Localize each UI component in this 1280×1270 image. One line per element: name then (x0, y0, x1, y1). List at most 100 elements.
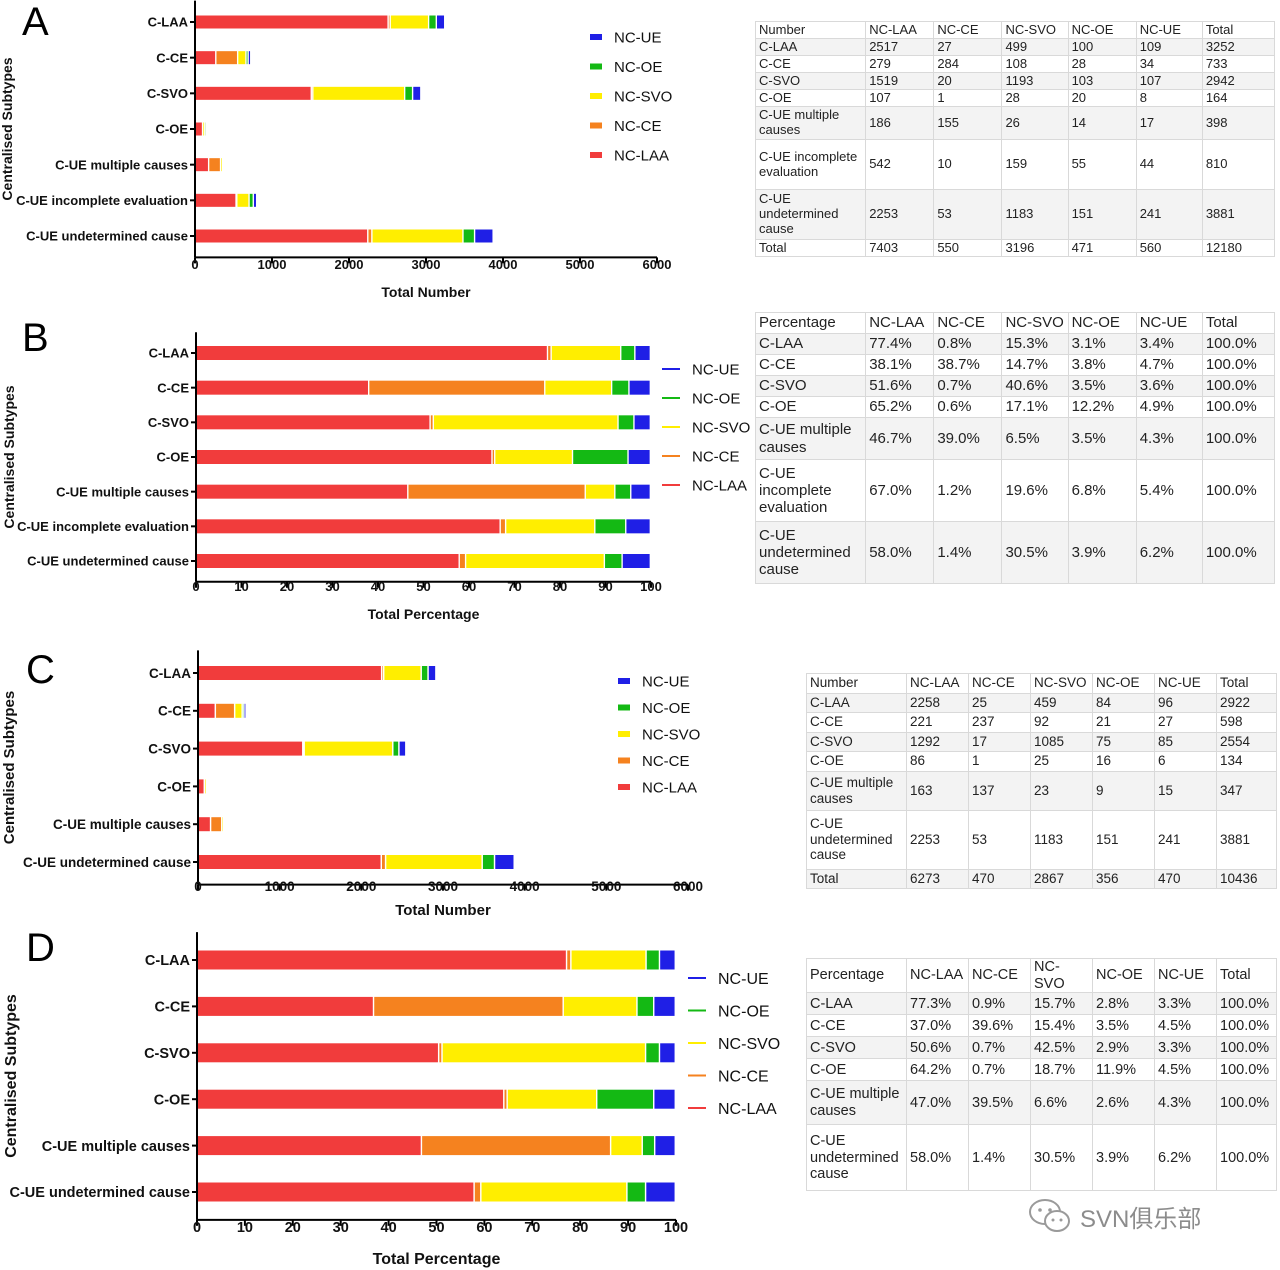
table-cell: 107 (1135, 72, 1203, 90)
table-cell: 51.6% (865, 375, 935, 397)
table-header-cell: NC-OE (1067, 312, 1137, 334)
bar-c-ue-undetermined-cause-nc-ue (646, 1182, 675, 1202)
table-cell: 100.0% (1216, 1080, 1277, 1126)
table-cell: 6 (1154, 751, 1217, 772)
table-cell: 20 (933, 72, 1003, 90)
bar-c-ue-multiple-causes-nc-oe (615, 484, 631, 499)
table-cell: 11.9% (1092, 1058, 1155, 1082)
table-cell: 3.5% (1092, 1014, 1155, 1038)
table-cell: 4.9% (1135, 396, 1203, 418)
x-tick-label-3000: 3000 (428, 879, 458, 894)
legend-label-nc-laa: NC-LAA (614, 147, 669, 164)
table-cell: 2258 (906, 692, 969, 713)
bar-c-oe-nc-svo (495, 450, 572, 464)
bar-c-svo-nc-laa (195, 86, 311, 100)
table-cell: 26 (1001, 106, 1069, 140)
bar-c-ue-undetermined-cause-nc-svo (481, 1182, 627, 1202)
table-row: C-UE multiple causes 163 137 23 9 15 347 (806, 770, 1277, 811)
x-tick-label-100: 100 (640, 579, 662, 594)
bar-c-svo-nc-oe (393, 741, 399, 756)
table-cell: C-CE (806, 1014, 907, 1038)
bar-c-ce-nc-laa (198, 703, 215, 718)
bar-c-oe-nc-laa (197, 1089, 504, 1109)
bar-c-laa-nc-oe (621, 346, 635, 360)
table-cell: C-UE multiple causes (754, 106, 867, 140)
legend-swatch-nc-svo (590, 93, 602, 99)
bar-c-oe-nc-svo (205, 779, 206, 794)
table-cell: 25 (1030, 751, 1093, 772)
table-cell: C-OE (806, 751, 907, 772)
bar-c-ue-undetermined-cause-nc-oe (627, 1182, 645, 1202)
table-header-cell: NC-CE (968, 673, 1031, 694)
table-header-cell: Percentage (806, 957, 907, 994)
table-cell: 27 (1154, 712, 1217, 733)
table-row: C-UE multiple causes 47.0% 39.5% 6.6% 2.6% 4.… (806, 1080, 1277, 1126)
table-cell: 42.5% (1030, 1036, 1093, 1060)
table-cell: 15 (1154, 770, 1217, 811)
table-header-cell: NC-LAA (906, 673, 969, 694)
table-cell: 28 (1001, 89, 1069, 107)
table-cell: 0.7% (933, 375, 1003, 397)
panel-b-table: Percentage NC-LAA NC-CE NC-SVO NC-OE NC-UE Tot… (754, 312, 1276, 584)
x-tick-label-10: 10 (237, 1220, 253, 1236)
table-cell: C-CE (754, 55, 867, 73)
table-row: C-UE incomplete evaluation 542 10 159 55 44 81… (754, 139, 1276, 190)
table-cell: 46.7% (865, 417, 935, 460)
table-cell: 4.3% (1135, 417, 1203, 460)
table-cell: 1.4% (968, 1124, 1031, 1192)
table-cell: 15.7% (1030, 992, 1093, 1016)
table-header-cell: Total (1201, 21, 1276, 39)
bar-c-ue-undetermined-cause-nc-ce (368, 229, 372, 243)
bar-c-svo-nc-ue (634, 415, 650, 430)
table-cell: 3.4% (1135, 333, 1203, 355)
category-label-c-ue-undetermined-cause: C-UE undetermined cause (26, 229, 188, 244)
bar-c-svo-nc-laa (198, 741, 303, 756)
bar-c-laa-nc-ue (437, 15, 445, 29)
table-cell: 155 (933, 106, 1003, 140)
table-header-cell: NC-LAA (906, 957, 969, 994)
table-header-cell: Percentage (754, 312, 867, 334)
x-tick-label-1000: 1000 (265, 879, 295, 894)
bar-c-ue-incomplete-evaluation-nc-ce (500, 519, 505, 534)
table-cell: 0.8% (933, 333, 1003, 355)
table-row: C-LAA 77.4% 0.8% 15.3% 3.1% 3.4% 100.0% (754, 333, 1276, 355)
legend-label-nc-ue: NC-UE (718, 971, 769, 988)
category-label-c-svo: C-SVO (147, 86, 188, 101)
table-header-cell: NC-LAA (865, 312, 935, 334)
bar-c-oe-nc-laa (196, 450, 492, 464)
bar-c-svo-nc-svo (313, 86, 404, 100)
bar-c-ue-undetermined-cause-nc-laa (197, 1182, 474, 1202)
bar-c-laa-nc-laa (195, 15, 388, 29)
panel-d-chart: C-LAA C-CE C-SVO C-OE C-UE multiple causes C-… (3, 932, 780, 1268)
table-header-cell: Total (1216, 673, 1277, 694)
table-cell: 159 (1001, 139, 1069, 190)
table-row: C-UE undetermined cause 2253 53 1183 151 241 3… (754, 189, 1276, 240)
table-cell: 6.2% (1135, 521, 1203, 584)
x-tick-label-20: 20 (285, 1220, 301, 1236)
bar-c-ce-nc-ue (654, 996, 675, 1016)
category-label-c-ce: C-CE (158, 704, 191, 719)
table-cell: 163 (906, 770, 969, 811)
table-row: C-LAA 77.3% 0.9% 15.7% 2.8% 3.3% 100.0% (806, 992, 1277, 1016)
table-cell: 2.6% (1092, 1080, 1155, 1126)
bar-c-oe-nc-svo (203, 122, 205, 136)
bar-c-ue-multiple-causes-nc-laa (198, 817, 210, 832)
table-cell: 3881 (1201, 189, 1276, 240)
bar-c-laa-nc-svo (390, 15, 428, 29)
x-axis-title: Total Percentage (368, 606, 480, 622)
table-row: C-UE undetermined cause 2253 53 1183 151 241 3… (806, 809, 1277, 870)
table-cell: 1183 (1001, 189, 1069, 240)
table-cell: 64.2% (906, 1058, 969, 1082)
table-row: C-UE incomplete evaluation 67.0% 1.2% 19.6%… (754, 459, 1276, 522)
legend-swatch-nc-ce (590, 122, 602, 129)
x-tick-label-60: 60 (462, 579, 476, 594)
bar-c-ue-multiple-causes-nc-laa (197, 1136, 421, 1156)
table-cell: C-LAA (806, 992, 907, 1016)
category-label-c-ue-incomplete-evaluation: C-UE incomplete evaluation (16, 193, 188, 208)
table-cell: 44 (1135, 139, 1203, 190)
x-tick-label-40: 40 (371, 579, 385, 594)
table-cell: 100.0% (1216, 1058, 1277, 1082)
table-header-cell: NC-CE (933, 21, 1003, 39)
table-cell: 221 (906, 712, 969, 733)
table-cell: 2.8% (1092, 992, 1155, 1016)
